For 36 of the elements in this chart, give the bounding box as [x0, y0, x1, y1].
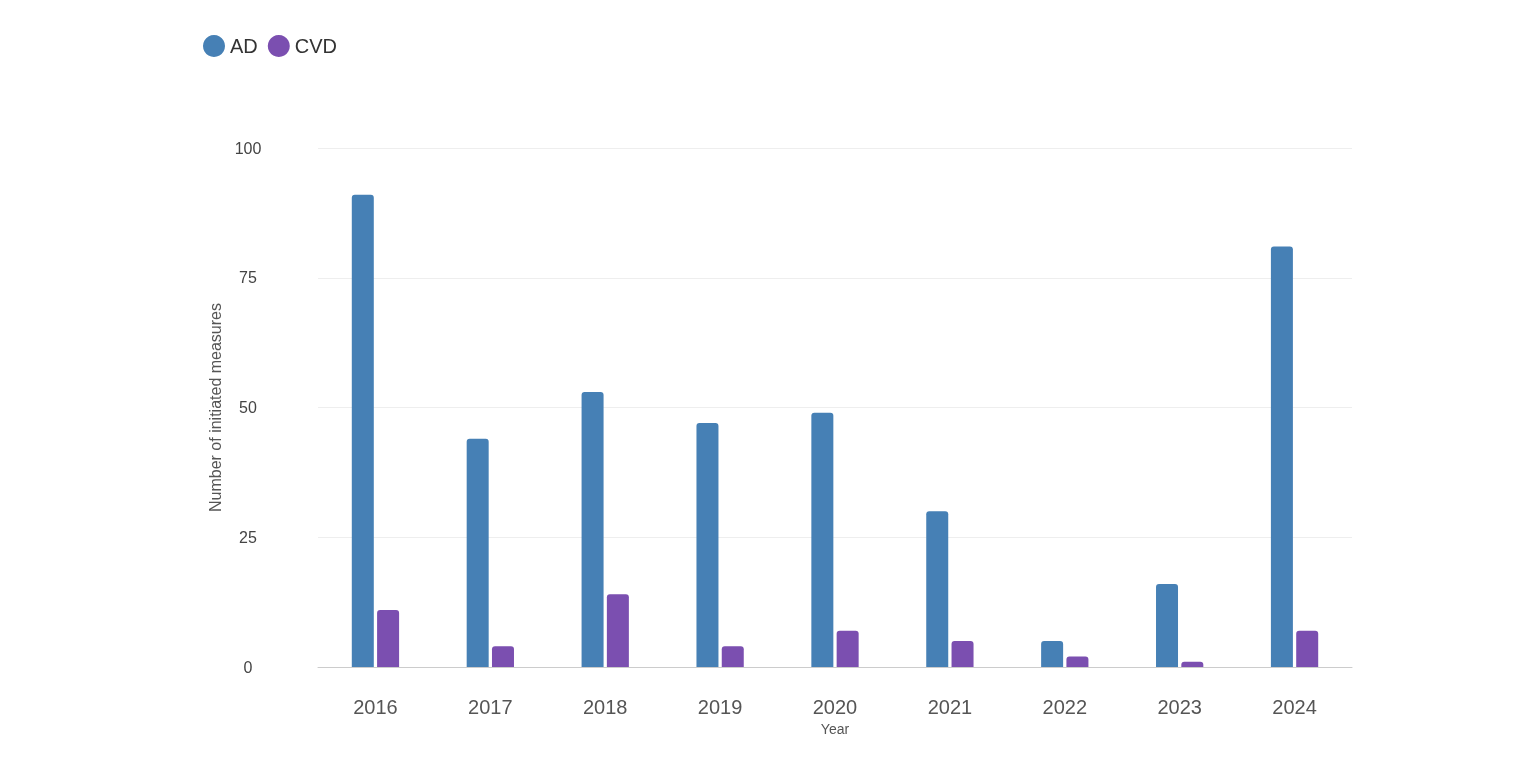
x-tick-label: 2019: [697, 696, 743, 718]
x-tick-label: 2024: [1272, 696, 1317, 718]
y-tick-label: 75: [239, 269, 257, 287]
bar: [606, 594, 629, 667]
bar: [1041, 641, 1064, 667]
bar: [721, 646, 744, 667]
bar: [696, 423, 719, 667]
legend-label: CVD: [294, 35, 338, 57]
bar: [351, 194, 374, 667]
bar: [581, 391, 604, 667]
x-tick-label: 2016: [353, 696, 398, 718]
x-axis-title: Year: [820, 720, 850, 737]
bar: [811, 412, 834, 667]
y-tick-label: 0: [243, 658, 253, 676]
bar: [1181, 661, 1204, 667]
bar: [466, 438, 489, 667]
bar: [836, 630, 859, 667]
bar: [951, 641, 974, 667]
legend-label: AD: [230, 35, 258, 57]
bar: [1270, 246, 1293, 667]
bar: [1156, 583, 1179, 667]
bar: [1296, 630, 1319, 667]
x-tick-label: 2021: [927, 696, 973, 718]
x-tick-label: 2018: [582, 696, 628, 718]
bar: [1066, 656, 1089, 667]
y-axis-title: Number of initiated measures: [207, 303, 225, 512]
x-tick-label: 2017: [468, 696, 513, 718]
bar: [926, 511, 949, 667]
bar: [491, 646, 514, 667]
x-tick-label: 2020: [812, 696, 858, 718]
bar: [377, 609, 400, 667]
x-tick-label: 2023: [1157, 696, 1202, 718]
x-tick-label: 2022: [1042, 696, 1088, 718]
y-tick-label: 25: [239, 528, 257, 546]
y-tick-label: 100: [234, 139, 262, 157]
y-tick-label: 50: [239, 399, 257, 416]
